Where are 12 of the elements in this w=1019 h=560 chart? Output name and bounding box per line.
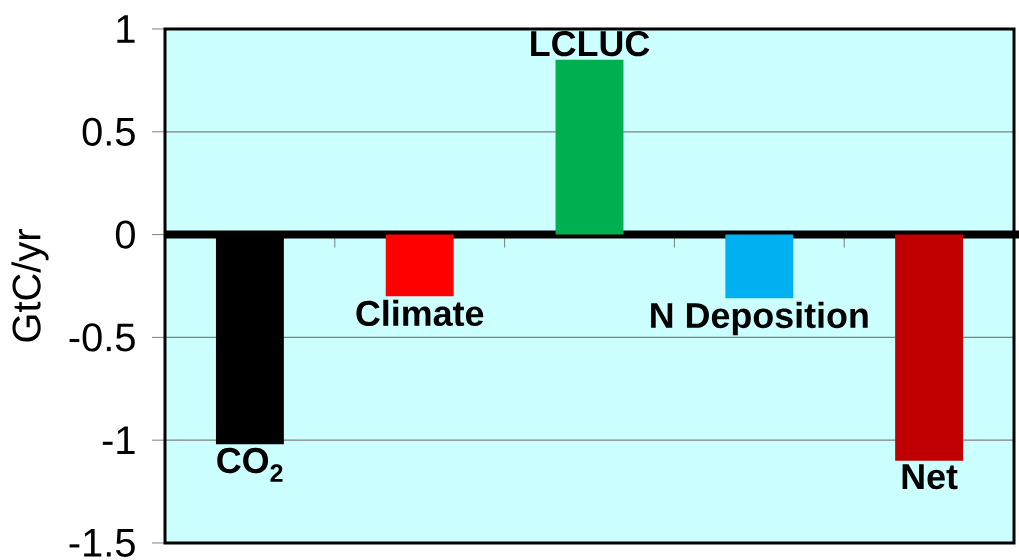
y-tick-label: 0 [115,220,135,249]
x-tick-label: Climate [356,299,484,327]
y-axis-title: GtC/yr [11,229,49,342]
y-tick-label: -1 [102,426,135,454]
y-tick-label: -0.5 [69,323,135,352]
y-tick-label: 0.5 [82,117,135,146]
x-tick-label: Net [902,464,958,490]
y-tick-label: -1.5 [69,529,135,557]
x-tick-label: N Deposition [651,301,868,336]
x-tick-label: LCLUC [531,30,650,57]
x-tick-label: CO$_{2}$ [217,447,283,482]
y-tick-label: 1 [117,15,135,43]
